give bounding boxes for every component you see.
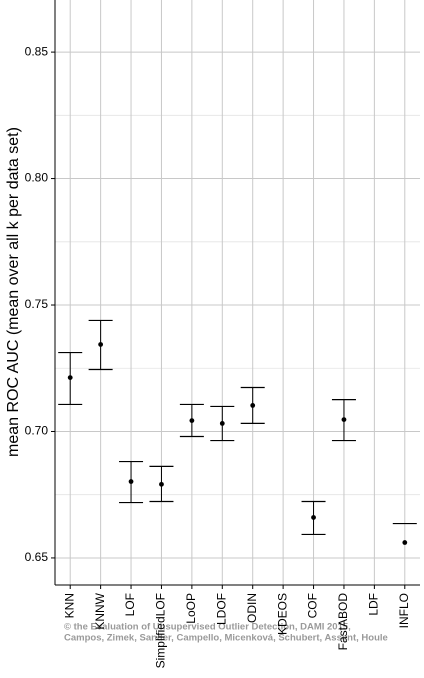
x-tick-label: KNNW — [93, 592, 107, 629]
x-tick-label: INFLO — [397, 593, 411, 628]
y-tick-label: 0.75 — [25, 297, 49, 311]
y-axis-title: mean ROC AUC (mean over all k per data s… — [5, 127, 22, 457]
y-tick-label: 0.65 — [25, 550, 49, 564]
x-tick-label: LoOP — [184, 593, 198, 624]
mean-point — [341, 417, 347, 422]
x-tick-label: COF — [306, 593, 320, 618]
y-tick-label: 0.85 — [25, 44, 49, 58]
y-tick-label: 0.70 — [25, 424, 49, 438]
x-tick-label: FastABOD — [336, 593, 350, 651]
x-tick-label: SimplifiedLOF — [154, 593, 168, 668]
x-tick-label: ODIN — [245, 593, 259, 623]
mean-point — [189, 418, 195, 424]
mean-point — [98, 342, 104, 347]
watermark: Campos, Zimek, Sander, Campello, Micenko… — [64, 633, 388, 644]
x-tick-label: LOF — [123, 593, 137, 616]
mean-point — [67, 375, 73, 381]
mean-point — [250, 403, 256, 408]
x-tick-label: LDF — [367, 593, 381, 616]
plot-background — [55, 0, 420, 585]
x-tick-label: LDOF — [214, 593, 228, 625]
mean-point — [311, 515, 316, 520]
x-tick-label: KDEOS — [275, 593, 289, 635]
watermark: © the Evaluation of Unsupervised Outlier… — [64, 622, 351, 633]
x-tick-label: KNN — [62, 593, 76, 618]
mean-point — [159, 481, 164, 487]
mean-point — [128, 479, 134, 484]
y-tick-label: 0.80 — [25, 171, 49, 185]
mean-point — [219, 420, 225, 426]
marks — [58, 319, 417, 545]
mean-point — [402, 540, 408, 545]
